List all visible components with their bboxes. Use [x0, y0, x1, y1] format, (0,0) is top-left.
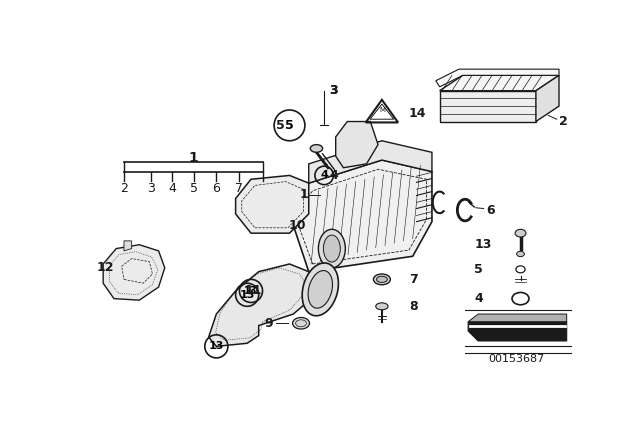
Polygon shape: [103, 245, 164, 300]
Polygon shape: [440, 91, 536, 121]
Ellipse shape: [373, 274, 390, 285]
Polygon shape: [440, 75, 559, 91]
Ellipse shape: [323, 235, 340, 262]
Text: 13: 13: [209, 341, 224, 351]
Text: 13: 13: [474, 238, 492, 251]
Text: 4: 4: [329, 169, 338, 182]
Text: 12: 12: [97, 261, 115, 274]
Ellipse shape: [318, 229, 346, 268]
Polygon shape: [468, 322, 566, 341]
Polygon shape: [236, 176, 308, 233]
Text: 6: 6: [486, 203, 495, 216]
Text: 2: 2: [559, 115, 568, 128]
Text: 3: 3: [329, 84, 338, 97]
Ellipse shape: [308, 271, 333, 308]
Ellipse shape: [516, 251, 524, 257]
Polygon shape: [336, 121, 378, 168]
Text: 1: 1: [188, 151, 198, 165]
Ellipse shape: [376, 276, 387, 282]
Text: 5: 5: [190, 182, 198, 195]
Text: 3: 3: [147, 182, 155, 195]
Text: 13: 13: [239, 290, 255, 300]
Text: 5: 5: [285, 119, 294, 132]
Polygon shape: [468, 314, 566, 322]
Text: 1: 1: [300, 188, 308, 201]
Ellipse shape: [292, 318, 310, 329]
Text: 4: 4: [474, 292, 483, 305]
Text: 7: 7: [235, 182, 243, 195]
Text: 4: 4: [320, 170, 328, 181]
Text: 11: 11: [245, 284, 262, 297]
Text: M: M: [379, 107, 385, 113]
Text: 2: 2: [120, 182, 128, 195]
Text: 00153687: 00153687: [488, 353, 545, 364]
Text: 5: 5: [474, 263, 483, 276]
Text: 13: 13: [244, 286, 258, 296]
Ellipse shape: [376, 303, 388, 310]
Ellipse shape: [302, 263, 339, 316]
Text: 14: 14: [409, 108, 426, 121]
Text: 6: 6: [212, 182, 220, 195]
Polygon shape: [209, 264, 320, 346]
Text: 9: 9: [264, 317, 273, 330]
Text: 4: 4: [168, 182, 177, 195]
Polygon shape: [124, 241, 132, 251]
Text: 10: 10: [289, 219, 307, 232]
Text: 7: 7: [409, 273, 418, 286]
Polygon shape: [289, 160, 432, 271]
Polygon shape: [308, 141, 432, 183]
Ellipse shape: [515, 229, 526, 237]
Ellipse shape: [310, 145, 323, 152]
Text: 5: 5: [276, 119, 285, 132]
Text: 8: 8: [409, 300, 417, 313]
Polygon shape: [536, 75, 559, 121]
Polygon shape: [436, 69, 559, 87]
Text: 3: 3: [329, 84, 338, 97]
